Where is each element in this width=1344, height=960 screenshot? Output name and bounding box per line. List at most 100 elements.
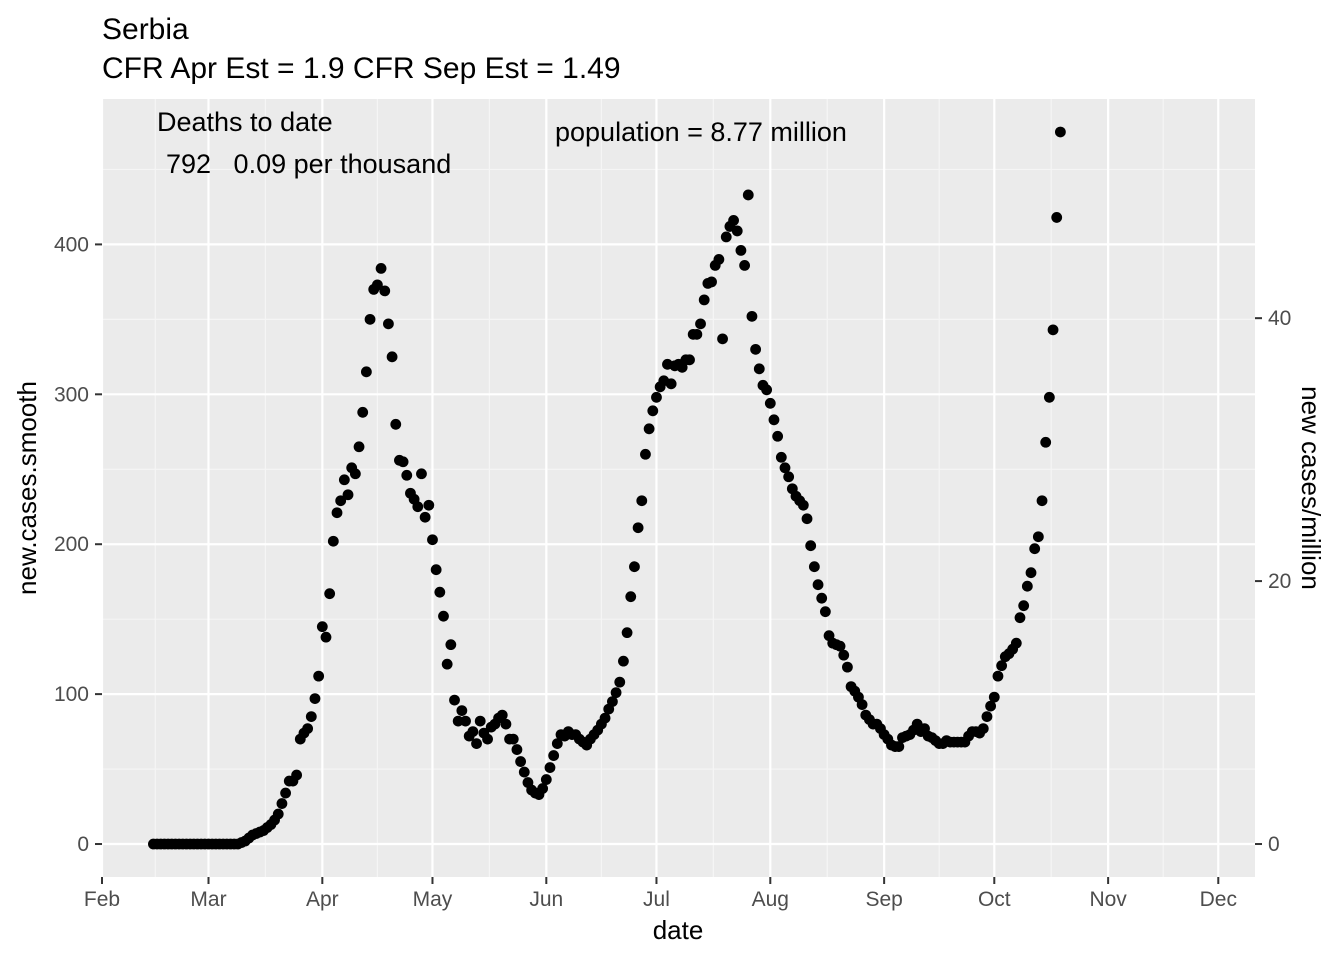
data-point [397,456,409,468]
data-point [728,215,739,226]
data-point [474,715,486,727]
data-point [856,699,868,711]
x-axis-title: date [653,915,704,945]
data-point [1025,567,1037,579]
chart-title: Serbia [102,13,189,46]
data-point [331,507,343,519]
population-annotation: population = 8.77 million [555,117,847,147]
data-point [834,640,846,652]
data-point [540,774,552,785]
data-point [775,451,787,463]
data-point [768,414,780,426]
data-point [772,430,784,442]
x-tick-label: Apr [306,888,339,911]
y-tick-label: 400 [54,233,89,256]
data-point [713,254,725,265]
data-point [808,561,820,573]
data-point [988,691,1000,703]
data-point [842,661,853,673]
data-point [647,405,659,417]
y-axis-left: 0 100 200 300 400 [54,233,102,856]
data-point [551,738,563,749]
data-point [607,696,618,708]
deaths-values: 792 0.09 per thousand [166,149,451,179]
data-point [342,489,354,501]
data-point [746,310,758,322]
data-point [471,738,482,749]
data-point [360,366,372,378]
data-point [614,676,626,688]
data-point [375,262,387,274]
data-point [1036,495,1048,507]
data-point [511,744,523,755]
data-point [610,687,622,699]
data-point [427,534,438,546]
data-point [783,471,795,483]
x-tick-label: Jun [529,888,563,911]
data-point [1043,391,1055,403]
data-point [316,621,328,633]
data-point [805,540,817,552]
plot-panel [102,99,1255,877]
data-point [390,418,402,430]
data-point [651,391,662,403]
data-point [621,627,633,639]
data-point [797,499,809,511]
data-point [349,468,361,480]
x-tick-label: Oct [978,888,1011,911]
data-point [449,694,460,706]
data-point [419,511,431,523]
data-point [1018,600,1030,612]
data-point [977,723,989,734]
data-point [981,711,993,722]
data-point [640,448,651,460]
data-point [893,741,905,752]
data-point [460,715,471,727]
data-point [812,579,824,591]
data-point [500,718,512,730]
y-tick-label: 0 [77,833,89,856]
data-point [695,318,706,330]
data-point [779,462,791,474]
y-axis-title: new.cases.smooth [12,381,42,595]
data-point [438,610,449,622]
data-points [148,126,1066,850]
data-point [416,468,427,480]
data-point [625,591,637,603]
y2-axis-title: new cases/million [1296,386,1326,590]
data-point [305,711,317,722]
data-point [1010,637,1022,649]
y2-tick-label: 40 [1268,307,1291,330]
data-point [1032,531,1044,543]
y2-tick-label: 0 [1268,833,1280,856]
x-axis: Feb Mar Apr May Jun Jul Aug Sep Oct Nov Dec [84,877,1237,911]
y-tick-label: 300 [54,383,89,406]
data-point [1021,580,1033,592]
data-point [386,351,398,363]
data-point [698,294,710,306]
y2-tick-label: 20 [1268,570,1291,593]
data-point [1040,436,1052,448]
data-point [496,709,508,721]
x-tick-label: Dec [1200,888,1237,911]
data-point [1047,324,1059,336]
x-tick-label: Aug [752,888,789,911]
data-point [632,522,644,534]
data-point [401,469,413,481]
data-point [445,639,457,651]
data-point [750,343,762,355]
data-point [280,787,291,799]
data-point [313,670,325,682]
x-tick-label: May [413,888,453,911]
data-point [353,441,365,453]
data-point [816,592,828,604]
data-point [643,423,655,435]
data-point [735,245,747,256]
data-point [1014,612,1026,624]
data-point [324,588,336,600]
data-point [706,276,717,288]
data-point [412,501,424,513]
data-point [482,733,493,745]
y-axis-right: 0 20 40 [1255,307,1291,856]
data-point [357,406,369,418]
